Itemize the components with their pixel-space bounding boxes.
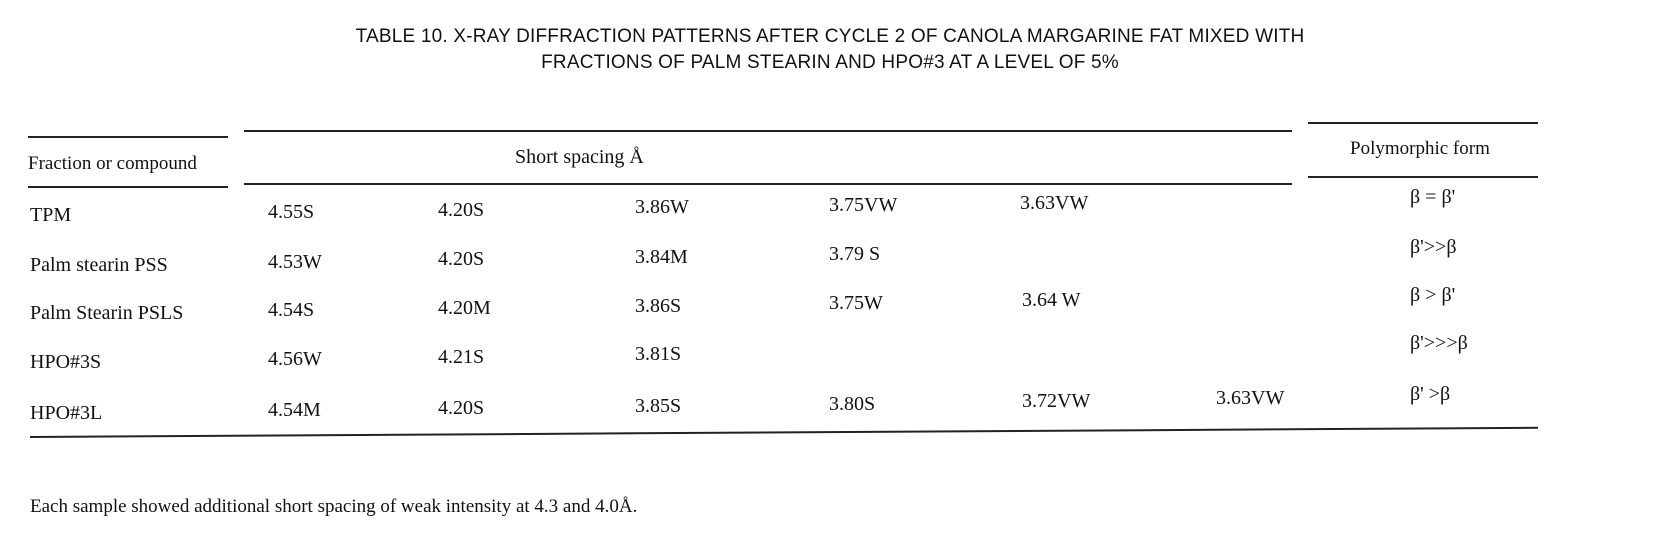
spacing-value: 3.75W xyxy=(829,292,883,314)
spacing-value: 3.84M xyxy=(635,246,688,268)
header-bottom-rule-spacing xyxy=(244,183,1292,185)
header-compound: Fraction or compound xyxy=(28,153,197,174)
header-top-rule-compound xyxy=(28,136,228,138)
header-bottom-rule-compound xyxy=(28,186,228,188)
row-compound-name: TPM xyxy=(30,204,72,226)
header-polymorphic-form: Polymorphic form xyxy=(1350,138,1490,159)
table-title-line-1: TABLE 10. X-RAY DIFFRACTION PATTERNS AFT… xyxy=(355,26,1305,47)
spacing-value: 4.21S xyxy=(438,346,485,368)
table-footnote: Each sample showed additional short spac… xyxy=(30,496,638,517)
spacing-value: 3.86S xyxy=(635,295,682,317)
row-compound-name: Palm Stearin PSLS xyxy=(30,302,184,324)
header-short-spacing: Short spacing Å xyxy=(515,146,644,168)
header-top-rule-form xyxy=(1308,122,1538,124)
row-compound-name: HPO#3S xyxy=(30,351,102,373)
spacing-value: 3.85S xyxy=(635,395,682,417)
row-compound-name: Palm stearin PSS xyxy=(30,254,168,276)
header-bottom-rule-form xyxy=(1308,176,1538,178)
spacing-value: 3.81S xyxy=(635,343,682,365)
polymorphic-form-value: β > β' xyxy=(1410,284,1456,306)
spacing-value: 4.54M xyxy=(268,399,321,421)
row-compound-name: HPO#3L xyxy=(30,402,103,424)
spacing-value: 4.20S xyxy=(438,199,485,221)
polymorphic-form-value: β' >β xyxy=(1410,383,1451,405)
spacing-value: 4.55S xyxy=(268,201,315,223)
spacing-value: 4.20S xyxy=(438,248,485,270)
header-top-rule-spacing xyxy=(244,130,1292,132)
spacing-value: 3.63VW xyxy=(1216,387,1285,409)
polymorphic-form-value: β'>>>β xyxy=(1410,332,1468,354)
table-title-line-2: FRACTIONS OF PALM STEARIN AND HPO#3 AT A… xyxy=(541,52,1119,73)
spacing-value: 3.64 W xyxy=(1022,289,1081,311)
spacing-value: 4.56W xyxy=(268,348,322,370)
polymorphic-form-value: β = β' xyxy=(1410,186,1456,208)
table-bottom-rule xyxy=(29,426,1538,438)
spacing-value: 3.86W xyxy=(635,196,689,218)
spacing-value: 3.80S xyxy=(829,393,876,415)
spacing-value: 3.72VW xyxy=(1022,390,1091,412)
spacing-value: 3.79 S xyxy=(829,243,881,265)
spacing-value: 3.63VW xyxy=(1020,192,1089,214)
polymorphic-form-value: β'>>β xyxy=(1410,236,1457,258)
spacing-value: 4.53W xyxy=(268,251,322,273)
spacing-value: 4.20M xyxy=(438,297,491,319)
spacing-value: 4.54S xyxy=(268,299,315,321)
spacing-value: 4.20S xyxy=(438,397,485,419)
spacing-value: 3.75VW xyxy=(829,194,898,216)
